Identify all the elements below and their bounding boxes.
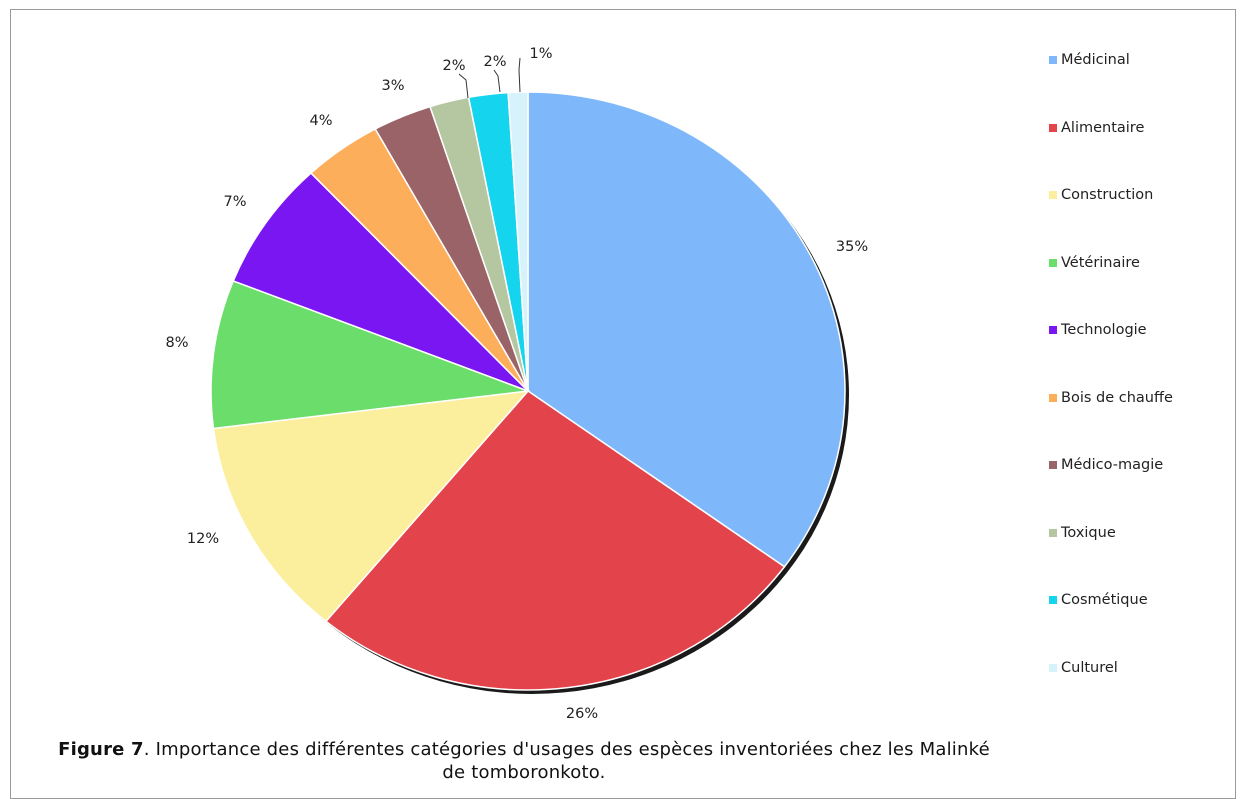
data-label-culturel: 1% (529, 46, 552, 62)
leader-line-cosmetique (493, 69, 501, 93)
legend-label: Technologie (1061, 322, 1147, 338)
legend-swatch (1049, 326, 1057, 334)
legend-swatch (1049, 258, 1057, 267)
legend-label: Médico-magie (1061, 457, 1164, 473)
caption-text: . Importance des différentes catégories … (143, 739, 990, 783)
legend-item-medicinal: Médicinal (1049, 49, 1130, 71)
legend-item-veterinaire: Vétérinaire (1049, 252, 1140, 274)
legend-label: Toxique (1061, 524, 1116, 541)
legend-label: Vétérinaire (1061, 254, 1140, 271)
data-label-alimentaire: 26% (566, 706, 598, 722)
legend-swatch (1049, 528, 1057, 537)
legend-swatch (1049, 596, 1057, 604)
legend-label: Construction (1061, 187, 1154, 203)
leader-line-culturel (518, 57, 521, 93)
legend-label: Médicinal (1061, 52, 1130, 68)
data-label-bois-de-chauffe: 4% (309, 113, 332, 129)
data-label-medico-magie: 3% (381, 78, 404, 94)
data-label-toxique: 2% (442, 58, 465, 74)
legend-item-toxique: Toxique (1049, 522, 1116, 544)
legend-label: Bois de chauffe (1061, 389, 1173, 406)
legend-item-technologie: Technologie (1049, 319, 1147, 341)
pie-slice-veterinaire (210, 279, 529, 430)
legend-swatch (1049, 123, 1057, 132)
data-label-construction: 12% (187, 531, 219, 547)
legend-item-alimentaire: Alimentaire (1049, 117, 1144, 139)
legend-item-cosmetique: Cosmétique (1049, 589, 1148, 611)
legend-swatch (1049, 191, 1057, 199)
pie-slice-technologie (232, 172, 529, 392)
legend-swatch (1049, 56, 1057, 64)
legend-item-culturel: Culturel (1049, 657, 1118, 679)
caption-label: Figure 7 (58, 739, 144, 760)
legend-item-medico-magie: Médico-magie (1049, 454, 1163, 476)
pie-slice-alimentaire (324, 390, 786, 691)
pie-slice-medicinal (527, 91, 846, 568)
legend-swatch (1049, 393, 1057, 402)
data-label-veterinaire: 8% (165, 335, 188, 351)
data-label-cosmetique: 2% (483, 54, 506, 70)
figure-caption: Figure 7. Importance des différentes cat… (44, 738, 1004, 784)
legend-label: Culturel (1061, 659, 1118, 676)
leader-line-toxique (458, 73, 469, 99)
legend-item-construction: Construction (1049, 184, 1153, 206)
pie-slice-construction (212, 390, 530, 623)
legend-item-bois-de-chauffe: Bois de chauffe (1049, 387, 1173, 409)
pie-slice-culturel (507, 91, 529, 392)
data-label-technologie: 7% (223, 194, 246, 210)
legend-swatch (1049, 663, 1057, 672)
legend-label: Cosmétique (1061, 592, 1148, 608)
legend-swatch (1049, 461, 1057, 469)
data-label-medicinal: 35% (836, 239, 868, 255)
legend-label: Alimentaire (1061, 119, 1145, 136)
